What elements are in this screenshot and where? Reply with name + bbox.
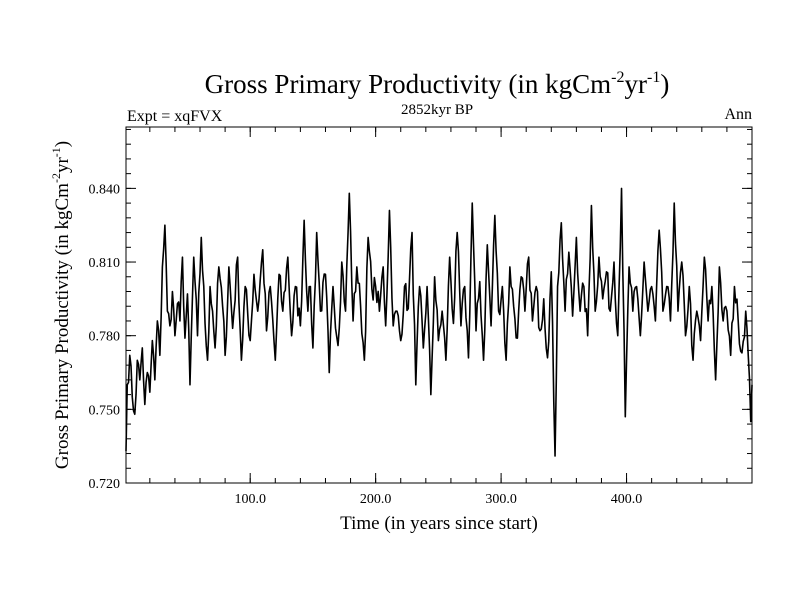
x-axis-ticks: 100.0 200.0 300.0 400.0 xyxy=(149,127,728,507)
y-tick-label: 0.720 xyxy=(89,477,121,492)
series-layer xyxy=(125,187,753,457)
subtitle-period: 2852kyr BP xyxy=(401,102,473,118)
plot-frame xyxy=(125,126,753,484)
y-tick-label: 0.840 xyxy=(89,182,121,197)
x-tick-label: 100.0 xyxy=(234,492,266,507)
y-tick-label: 0.780 xyxy=(89,330,121,345)
x-axis-label: Time (in years since start) xyxy=(340,513,538,534)
x-tick-label: 300.0 xyxy=(485,492,517,507)
y-tick-label: 0.810 xyxy=(89,256,121,271)
x-tick-label: 200.0 xyxy=(360,492,392,507)
subtitle-season: Ann xyxy=(724,106,752,123)
series-line-gpp xyxy=(125,187,753,457)
y-axis-ticks: 0.720 0.750 0.780 0.810 0.840 xyxy=(89,128,752,492)
subtitle-experiment: Expt = xqFVX xyxy=(127,108,223,125)
x-tick-label: 400.0 xyxy=(611,492,643,507)
y-tick-label: 0.750 xyxy=(89,403,121,418)
chart-title: Gross Primary Productivity (in kgCm-2yr-… xyxy=(205,69,670,99)
y-axis-label: Gross Primary Productivity (in kgCm-2yr-… xyxy=(49,141,73,469)
